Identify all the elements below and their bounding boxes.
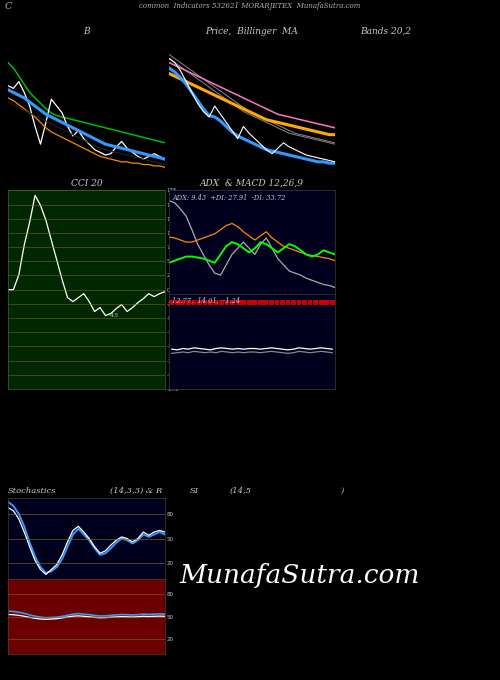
Bar [214, 300, 218, 305]
Bar [280, 300, 285, 305]
Text: CCI 20: CCI 20 [70, 179, 102, 188]
Text: (14,5: (14,5 [230, 487, 252, 495]
Text: Price,  Billinger  MA: Price, Billinger MA [206, 27, 298, 36]
Text: common  Indicators 532621 MORARJETEX  MunafaSutra.com: common Indicators 532621 MORARJETEX Muna… [140, 1, 360, 10]
Bar [197, 300, 202, 305]
Bar [170, 300, 174, 305]
Bar [180, 300, 185, 305]
Bar [319, 300, 324, 305]
Bar [236, 300, 240, 305]
Bar [302, 300, 307, 305]
Text: -45: -45 [108, 313, 119, 318]
Bar [224, 300, 230, 305]
Text: Stochastics: Stochastics [8, 487, 56, 495]
Bar [247, 300, 252, 305]
Bar [308, 300, 312, 305]
Text: B: B [83, 27, 90, 36]
Bar [242, 300, 246, 305]
Text: SI: SI [190, 487, 199, 495]
Text: C: C [5, 1, 12, 11]
Bar [274, 300, 280, 305]
Text: ): ) [340, 487, 343, 495]
Bar [264, 300, 268, 305]
Bar [219, 300, 224, 305]
Text: Bands 20,2: Bands 20,2 [360, 27, 411, 36]
Bar [175, 300, 180, 305]
Text: ADX: 9.43  +DI: 27.91  -DI: 33.72: ADX: 9.43 +DI: 27.91 -DI: 33.72 [172, 194, 286, 201]
Text: (14,3,3) & R: (14,3,3) & R [110, 487, 162, 495]
Bar [192, 300, 196, 305]
Text: ADX  & MACD 12,26,9: ADX & MACD 12,26,9 [200, 179, 304, 188]
Bar [208, 300, 213, 305]
Bar [186, 300, 190, 305]
Bar [202, 300, 207, 305]
Text: MunafaSutra.com: MunafaSutra.com [180, 564, 420, 588]
Bar [252, 300, 257, 305]
Bar [230, 300, 235, 305]
Bar [291, 300, 296, 305]
Bar [296, 300, 302, 305]
Text: 12.77,  14.01,  -1.24: 12.77, 14.01, -1.24 [172, 296, 240, 305]
Bar [258, 300, 262, 305]
Bar [330, 300, 334, 305]
Bar [314, 300, 318, 305]
Bar [324, 300, 329, 305]
Bar [269, 300, 274, 305]
Bar [286, 300, 290, 305]
